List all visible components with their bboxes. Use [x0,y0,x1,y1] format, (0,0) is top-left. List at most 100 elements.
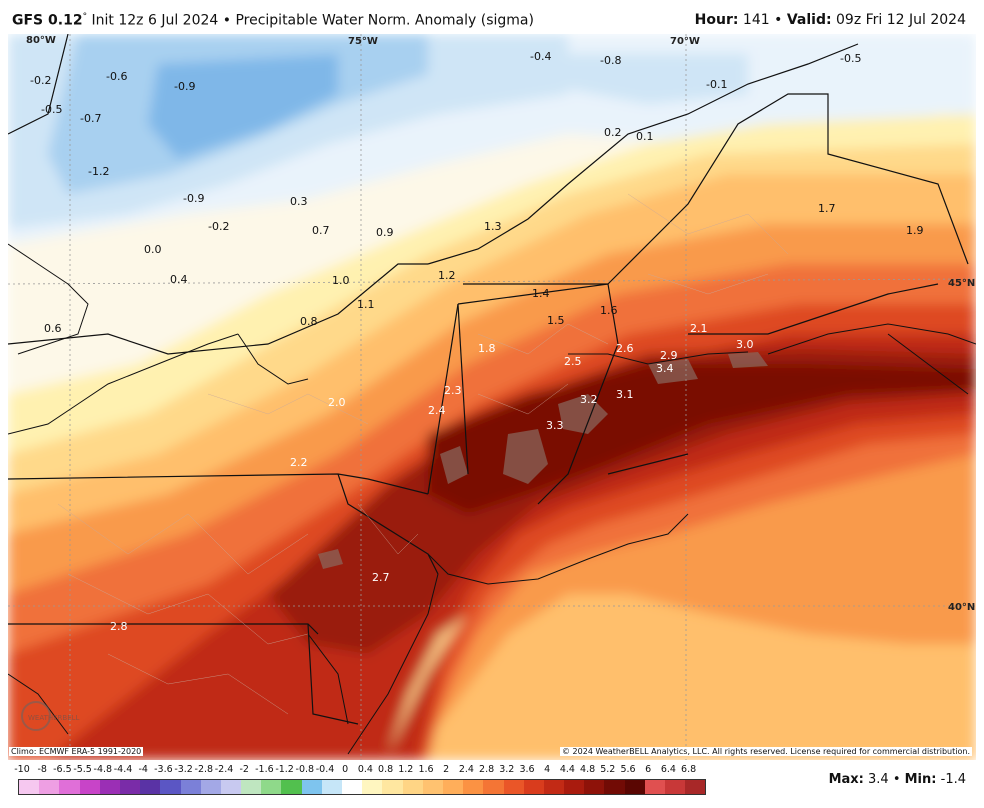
copyright-note: © 2024 WeatherBELL Analytics, LLC. All r… [560,747,972,756]
value-label: 3.0 [736,338,754,351]
scale-swatch [19,780,40,794]
scale-tick-label: -5.5 [73,764,92,775]
scale-tick-label: 5.6 [620,764,636,775]
max-label: Max: [828,772,864,787]
map-canvas: WEATHERBELL 80°W 75°W 70°W 45°N 40°N -0.… [8,34,976,760]
value-label: -1.2 [88,165,109,178]
scale-swatch [604,780,625,794]
scale-swatch [281,780,302,794]
scale-tick-label: 0.8 [378,764,394,775]
scale-tick-label: -2.8 [194,764,214,775]
scale-swatch [119,780,141,794]
scale-tick-label: 5.2 [600,764,616,775]
value-label: -0.8 [600,54,621,67]
color-scale: -10 -8 -6.5 -5.5 -4.8 -4.4 -4 -3.6 -3.2 -2.8 -2.4-… [14,764,708,804]
county-boundaries [57,193,789,715]
scale-swatch [241,780,262,794]
scale-swatch [543,780,565,794]
value-label: 0.9 [376,226,394,239]
value-label: 2.2 [290,456,308,469]
scale-swatch [160,780,181,794]
scale-swatch [261,780,282,794]
lon-label-70w: 70°W [670,36,700,47]
scale-tick-label: 3.6 [519,764,535,775]
scale-swatch [402,780,423,794]
value-label: -0.1 [706,78,727,91]
scale-tick-label: 4 [544,764,551,775]
value-label: -0.2 [30,74,51,87]
value-label: 2.7 [372,571,390,584]
anomaly-map: WEATHERBELL 80°W 75°W 70°W 45°N 40°N -0.… [8,34,976,760]
map-title: GFS 0.12° Init 12z 6 Jul 2024 • Precipit… [12,12,534,29]
degree-mark: ° [82,12,88,22]
scale-tick-label: -1.6 [255,764,274,775]
scale-tick-label: -6.5 [53,764,72,775]
value-label: -0.7 [80,112,101,125]
value-label: 2.0 [328,396,346,409]
graticule [8,34,976,760]
scale-tick-label: -8 [37,764,47,775]
value-label: -0.9 [183,192,204,205]
value-label: -0.5 [840,52,861,65]
valid-label: Valid: [786,12,832,28]
value-label: 1.3 [484,220,502,233]
scale-tick-label: -0.4 [315,764,335,775]
scale-swatch [503,780,524,794]
value-label: 0.7 [312,224,330,237]
scale-tick-label: -3.2 [174,764,193,775]
scale-swatch [99,780,120,794]
scale-swatch [584,780,605,794]
min-value: -1.4 [940,772,966,787]
value-label: -0.6 [106,70,127,83]
lat-label-45n: 45°N [948,278,975,289]
scale-swatch [685,780,706,794]
value-label: 3.3 [546,419,564,432]
value-label: 0.4 [170,273,188,286]
lon-label-75w: 75°W [348,36,378,47]
scale-swatch [665,780,686,794]
scale-swatch [321,780,342,794]
scale-tick-label: -3.6 [154,764,173,775]
scale-swatch [382,780,403,794]
scale-tick-label: 2.4 [458,764,474,775]
scale-tick-label: 6 [645,764,652,775]
scale-swatch [564,780,585,794]
scale-tick-label: 0 [342,764,349,775]
scale-tick-label: -4.8 [93,764,113,775]
hour-label: Hour: [694,12,739,28]
value-label: 1.1 [357,298,375,311]
lon-label-80w: 80°W [26,35,56,46]
scale-tick-label: 1.2 [398,764,414,775]
value-label: 3.4 [656,362,674,375]
scale-bar [18,779,707,795]
scale-tick-label: 1.6 [418,764,434,775]
scale-swatch [442,780,464,794]
value-label: 0.2 [604,126,622,139]
scale-swatch [644,780,665,794]
value-label: 1.5 [547,314,565,327]
scale-tick-label: -4 [138,764,148,775]
latlon-labels: 80°W 75°W 70°W 45°N 40°N [26,35,975,613]
scale-swatch [362,780,383,794]
valid-value: 09z Fri 12 Jul 2024 [836,12,966,28]
scale-tick-label: -10 [14,764,30,775]
scale-tick-label: 2 [443,764,450,775]
coastlines [8,243,976,755]
scale-swatch [342,780,363,794]
value-label: 1.7 [818,202,836,215]
value-label: 2.6 [616,342,634,355]
logo-text: WEATHERBELL [28,714,80,722]
value-label: 3.1 [616,388,634,401]
scale-swatch [301,780,322,794]
value-label: 1.9 [906,224,924,237]
scale-ticks: -10 -8 -6.5 -5.5 -4.8 -4.4 -4 -3.6 -3.2 -2.8 -2.4-… [14,764,708,778]
scale-swatch [39,780,60,794]
scale-tick-label: 6.4 [660,764,676,775]
scale-tick-label: 4.4 [559,764,575,775]
scale-swatch [220,780,242,794]
scale-swatch [140,780,161,794]
scale-swatch [483,780,504,794]
value-label: 0.1 [636,130,654,143]
scale-swatch [624,780,645,794]
scale-tick-label: 4.8 [580,764,596,775]
